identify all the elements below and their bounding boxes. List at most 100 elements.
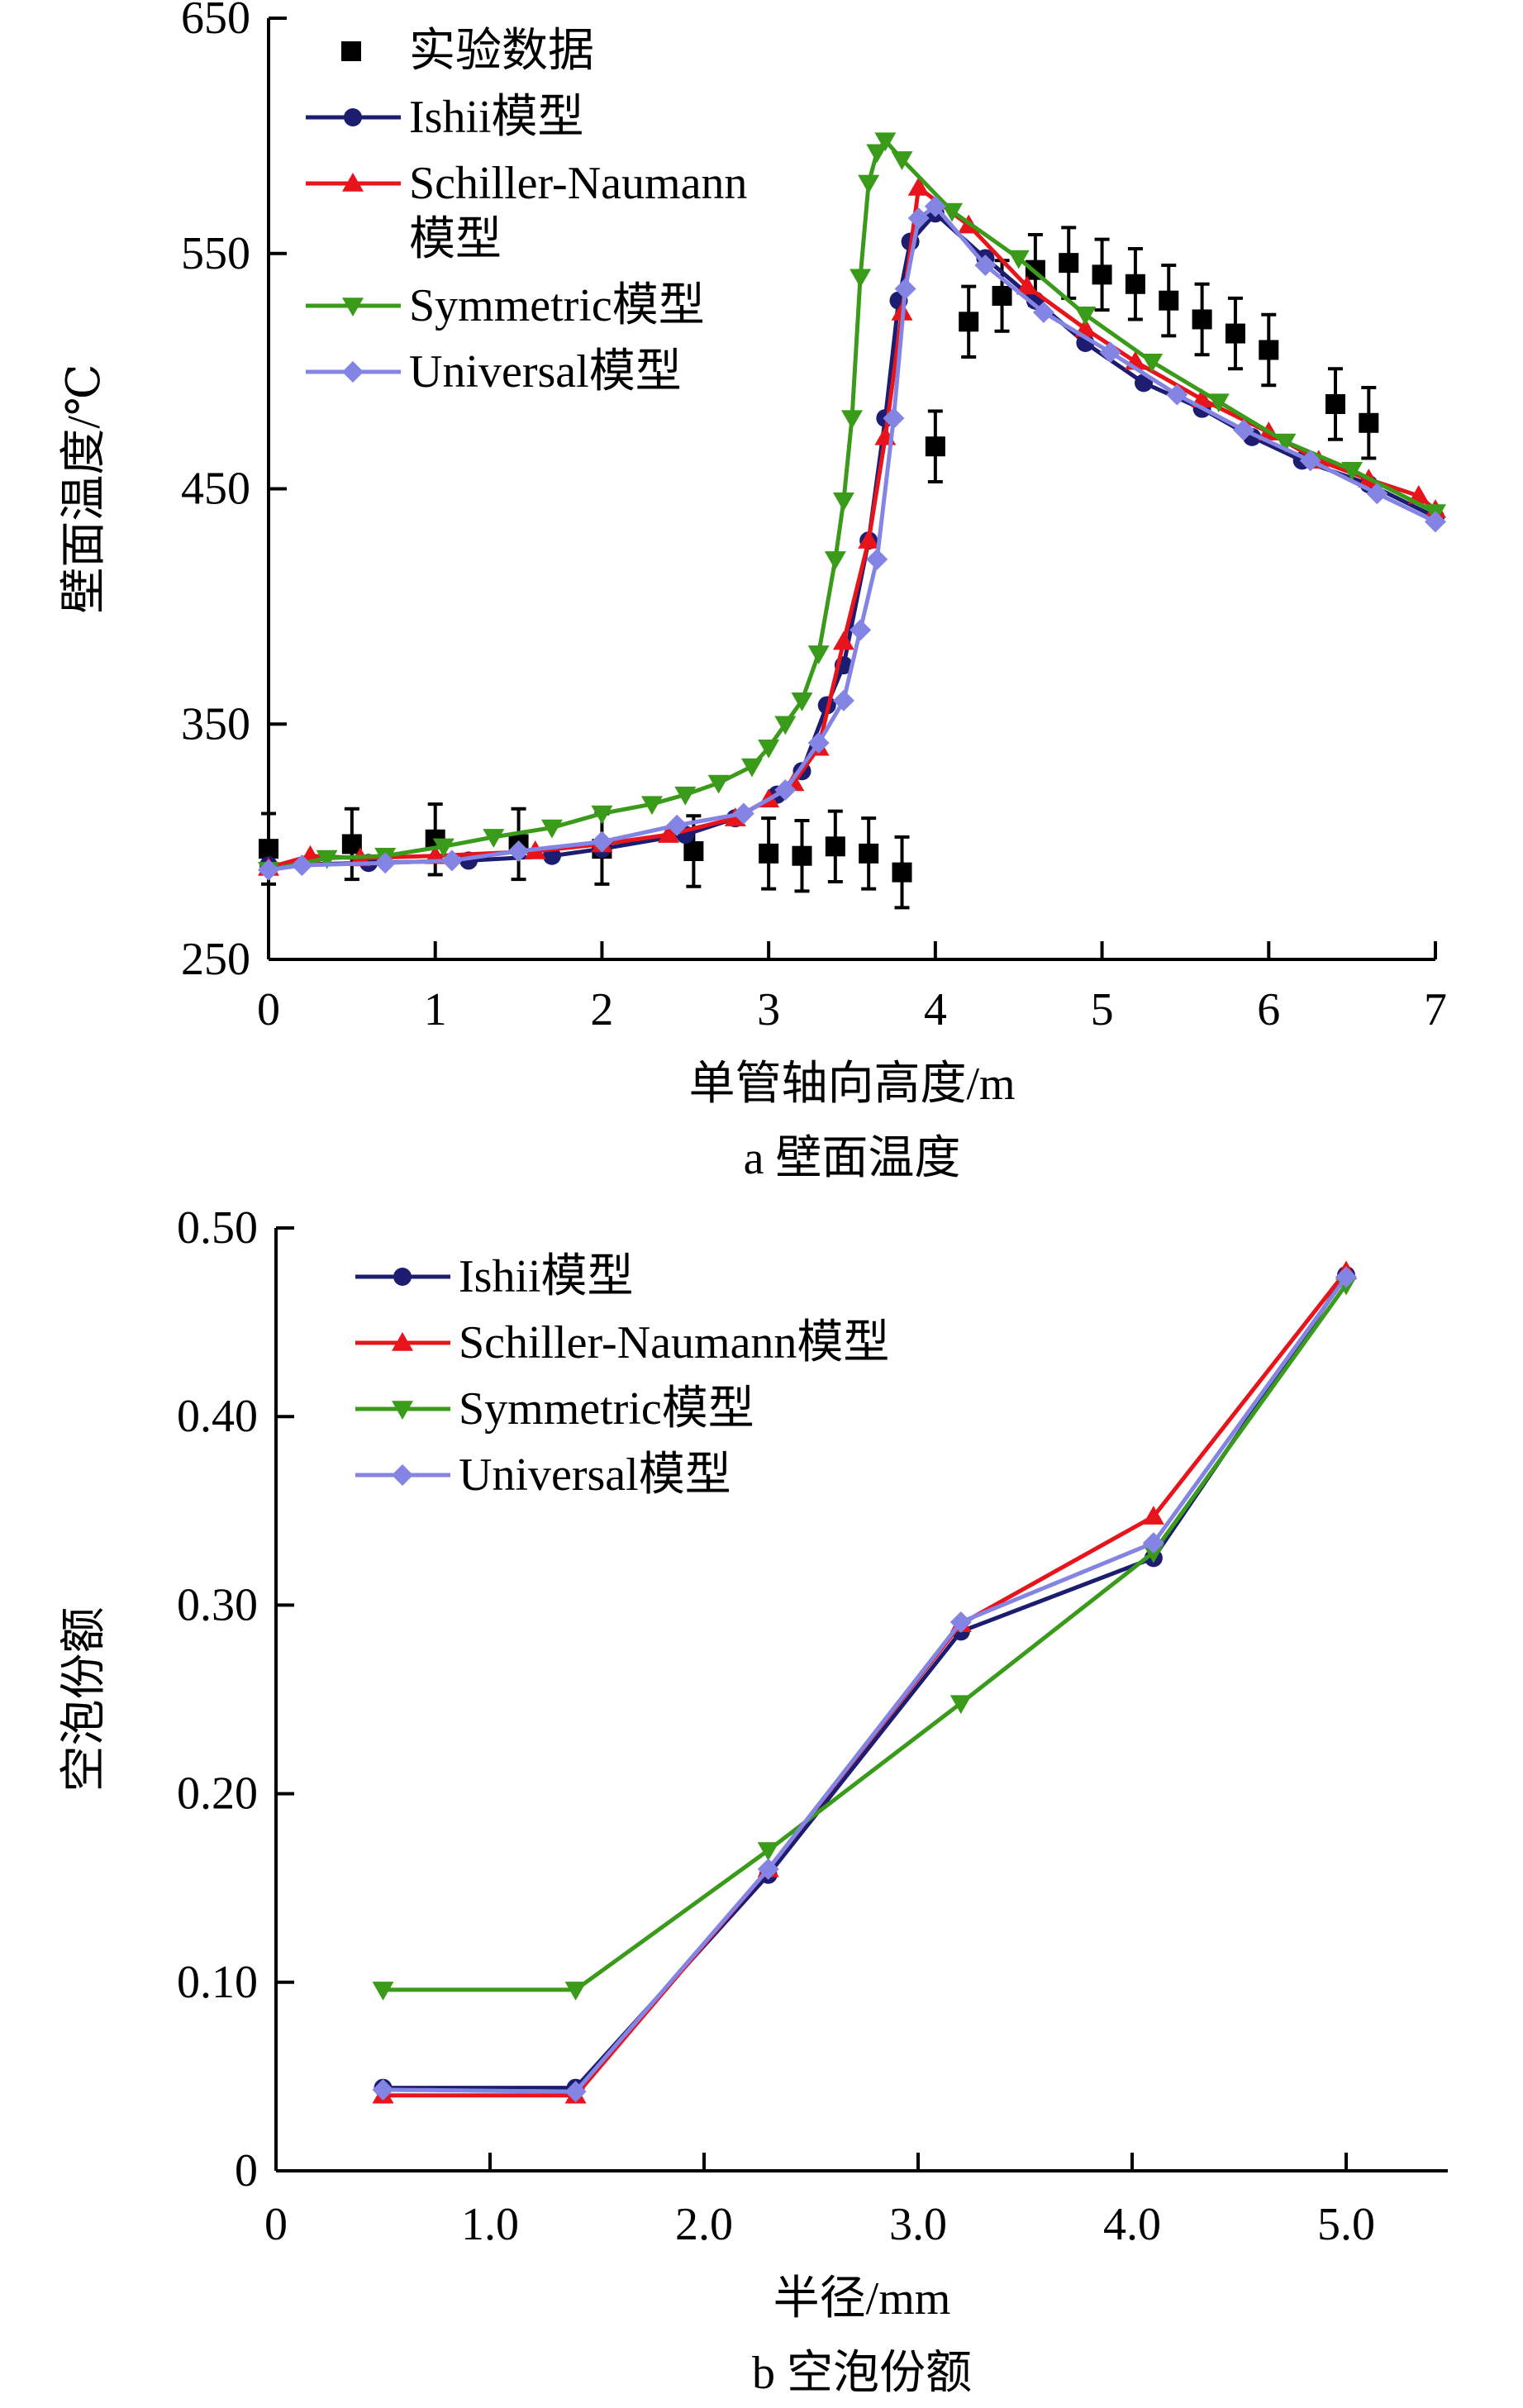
experiment-point [341, 834, 362, 854]
data-point-symmetric [1074, 307, 1097, 326]
chart-a: 250 350 450 550 650 0 1 2 3 4 5 6 7 壁面温度/℃ 单管轴向高度/m a 壁… [59, 0, 1447, 1184]
y-axis-label: 空泡份额 [59, 1607, 110, 1792]
data-point-symmetric [807, 645, 830, 664]
data-point-symmetric [1207, 393, 1230, 413]
data-point-symmetric [1142, 1544, 1164, 1563]
y-tick-label: 250 [181, 934, 250, 985]
legend-marker-universal [342, 361, 364, 383]
data-point-symmetric [1007, 250, 1030, 269]
legend-label-symmetric: Symmetric模型 [409, 280, 705, 331]
x-axis-label: 半径/mm [773, 2273, 951, 2325]
data-point-universal [832, 689, 854, 711]
series-line-universal [383, 1275, 1349, 2094]
legend: Ishii模型 Schiller-Naumann模型 Symmetric模型 Univ… [355, 1251, 889, 1501]
data-point-universal [1166, 383, 1188, 406]
data-point-symmetric [874, 132, 897, 152]
data-point-symmetric [1141, 353, 1164, 373]
data-point-symmetric [740, 758, 763, 778]
experiment-point [1259, 340, 1279, 360]
data-point-universal [1142, 1532, 1164, 1554]
data-point-universal [883, 407, 905, 430]
x-tick-label: 0 [264, 2199, 288, 2250]
experiment-point [1325, 393, 1345, 414]
data-point-universal [850, 619, 872, 641]
data-point-universal [1099, 341, 1121, 364]
data-point-symmetric [674, 786, 697, 806]
experiment-point [759, 843, 779, 864]
data-point-universal [374, 852, 397, 874]
experiment-point [792, 845, 812, 866]
y-tick-label: 450 [181, 464, 250, 515]
data-point-symmetric [432, 838, 455, 858]
legend: 实验数据 Ishii模型 Schiller-Naumann模型 Symmetric模型… [306, 26, 747, 397]
legend-marker-schiller [392, 1332, 413, 1351]
series-line-symmetric [383, 1283, 1349, 1992]
data-point-symmetric [891, 151, 913, 170]
experiment-point [1159, 290, 1179, 311]
data-point-schiller [907, 177, 930, 196]
x-axis-label: 单管轴向高度/m [688, 1059, 1015, 1110]
data-point-universal [949, 1611, 972, 1633]
data-point-universal [591, 830, 613, 853]
data-point-universal [564, 2081, 587, 2103]
y-tick-label: 650 [181, 0, 250, 44]
data-point-universal [666, 814, 688, 836]
data-point-universal [1425, 511, 1446, 533]
x-tick-label: 7 [1424, 984, 1447, 1035]
x-tick-label: 5 [1091, 984, 1114, 1035]
experiment-point [259, 839, 278, 859]
experiment-point [1092, 264, 1112, 285]
experiment-point [959, 312, 979, 332]
data-point-universal [974, 254, 997, 276]
data-point-universal [1335, 1266, 1357, 1288]
x-tick-label: 0 [257, 984, 280, 1035]
legend-marker-symmetric [392, 1401, 413, 1420]
legend-label-schiller: Schiller-Naumann模型 [459, 1317, 889, 1368]
data-point-universal [372, 2078, 394, 2101]
data-point-symmetric [941, 202, 964, 222]
y-tick-label: 350 [181, 698, 250, 750]
data-point-schiller [1016, 275, 1038, 295]
experiment-point [683, 841, 704, 862]
data-point-universal [807, 732, 830, 754]
experiment-point [992, 286, 1012, 307]
x-tick-label: 3 [757, 984, 780, 1035]
legend-marker-ishii [344, 108, 362, 126]
data-point-universal [866, 548, 888, 570]
data-point-universal [291, 854, 313, 877]
chart-caption: a 壁面温度 [744, 1133, 961, 1184]
legend-marker-universal [392, 1464, 413, 1486]
legend-label-universal: Universal模型 [409, 346, 682, 397]
experiment-point [892, 862, 912, 883]
data-point-symmetric [841, 410, 863, 430]
legend-marker-experiment [341, 41, 361, 61]
data-point-symmetric [757, 1842, 779, 1862]
data-point-symmetric [1274, 433, 1297, 453]
data-point-universal [507, 840, 530, 863]
data-point-universal [757, 1858, 779, 1880]
data-point-symmetric [1341, 461, 1364, 481]
y-tick-label: 0 [235, 2145, 258, 2196]
data-point-symmetric [707, 774, 730, 794]
legend-label-universal: Universal模型 [459, 1449, 731, 1501]
x-tick-label: 3.0 [889, 2199, 947, 2250]
x-tick-label: 1 [424, 984, 447, 1035]
data-point-schiller [1142, 1506, 1164, 1525]
y-tick-label: 0.50 [177, 1202, 258, 1254]
experiment-point [1125, 274, 1145, 294]
data-point-universal [894, 278, 916, 300]
data-point-schiller [858, 530, 880, 549]
y-tick-label: 0.40 [177, 1391, 258, 1442]
data-point-symmetric [540, 819, 563, 839]
data-point-symmetric [866, 144, 888, 164]
data-point-symmetric [591, 805, 613, 825]
data-point-symmetric [774, 716, 797, 735]
experiment-point [1059, 253, 1079, 274]
data-point-symmetric [791, 692, 813, 711]
data-point-symmetric [758, 739, 780, 759]
data-point-universal [732, 802, 754, 825]
data-point-schiller [832, 631, 854, 650]
legend-marker-ishii [393, 1268, 412, 1286]
legend-label-ishii: Ishii模型 [409, 92, 584, 143]
